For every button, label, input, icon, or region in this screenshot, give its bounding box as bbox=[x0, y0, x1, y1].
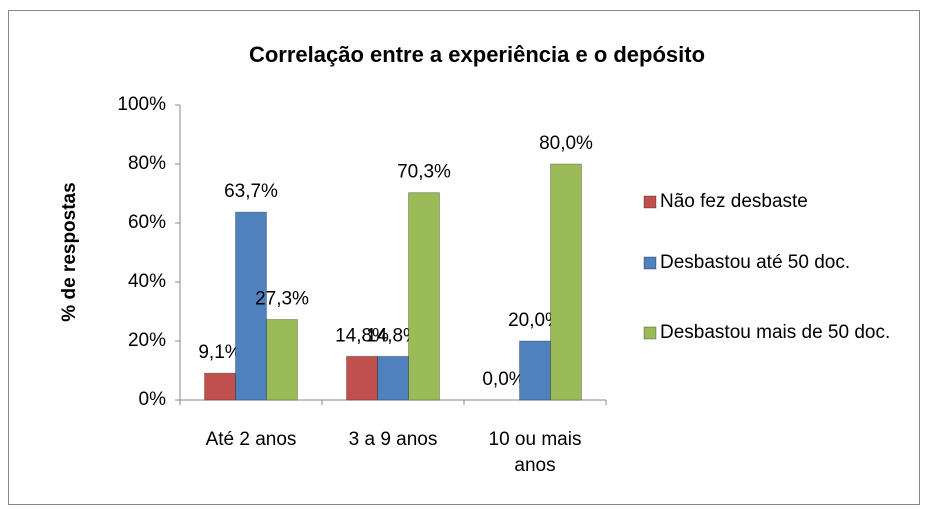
value-label: 80,0% bbox=[539, 133, 593, 154]
bar bbox=[204, 372, 236, 401]
value-label: 20,0% bbox=[508, 310, 562, 331]
legend-swatch bbox=[643, 256, 657, 270]
legend-label: Não fez desbaste bbox=[660, 191, 808, 212]
bar bbox=[550, 163, 582, 401]
x-tick-label: 3 a 9 anos bbox=[348, 429, 438, 450]
bar bbox=[346, 355, 378, 401]
y-axis-label: % de respostas bbox=[59, 182, 80, 321]
legend-label: Desbastou mais de 50 doc. bbox=[660, 322, 891, 343]
value-label: 63,7% bbox=[224, 181, 278, 202]
bar bbox=[408, 192, 440, 401]
bar bbox=[519, 340, 551, 401]
value-label: 70,3% bbox=[397, 162, 451, 183]
chart-title: Correlação entre a experiência e o depós… bbox=[249, 42, 705, 67]
chart-border bbox=[8, 10, 920, 505]
x-tick-label: 10 ou mais anos bbox=[488, 429, 582, 476]
legend-swatch bbox=[643, 195, 657, 209]
legend-label: Desbastou até 50 doc. bbox=[660, 252, 851, 273]
value-label: 9,1% bbox=[198, 342, 241, 363]
y-tick-label: 0% bbox=[139, 389, 167, 410]
value-label: 14,8% bbox=[335, 325, 389, 346]
bar bbox=[377, 355, 409, 401]
value-label: 14,8% bbox=[366, 325, 420, 346]
y-tick-label: 60% bbox=[128, 212, 166, 233]
value-label: 27,3% bbox=[255, 288, 309, 309]
y-tick-label: 40% bbox=[128, 271, 166, 292]
y-tick-label: 80% bbox=[128, 153, 166, 174]
bar bbox=[235, 211, 267, 401]
y-tick-label: 100% bbox=[117, 94, 166, 115]
legend-swatch bbox=[643, 326, 657, 340]
value-label: 0,0% bbox=[482, 369, 525, 390]
bar bbox=[266, 318, 298, 401]
y-tick-label: 20% bbox=[128, 330, 166, 351]
x-tick-label: Até 2 anos bbox=[205, 429, 297, 450]
